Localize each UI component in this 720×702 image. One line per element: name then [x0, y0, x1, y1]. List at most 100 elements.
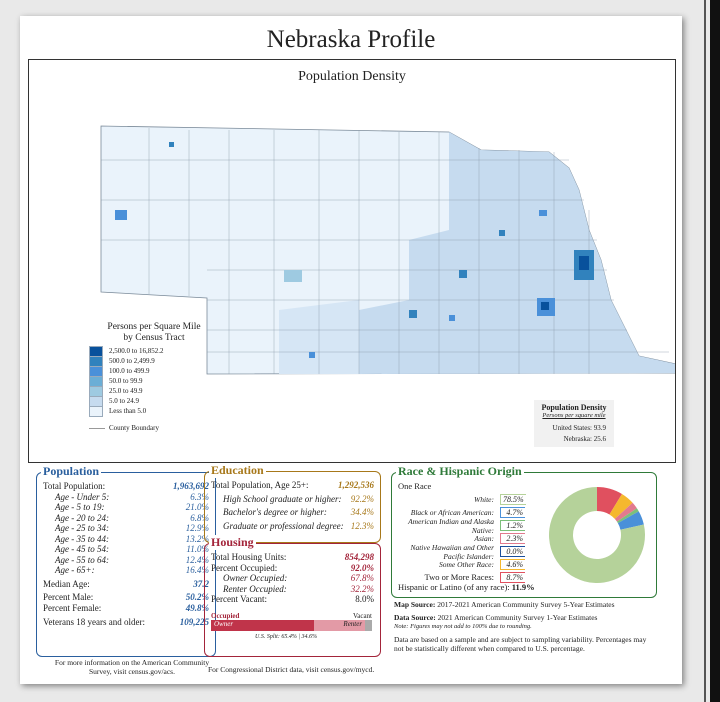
legend-label: 500.0 to 2,499.9: [109, 357, 155, 365]
owner-row: Owner Occupied: 67.8%: [223, 573, 374, 583]
nebraska-map: [100, 125, 675, 375]
legend-item: 100.0 to 499.9: [89, 365, 219, 377]
bar-vacant-label: Vacant: [352, 612, 372, 620]
legend-item: 2,500.0 to 16,852.2: [89, 345, 219, 357]
page-edge-line: [704, 0, 706, 702]
race-row: Black or African American: 4.7%: [410, 507, 525, 518]
donut-slice: [549, 487, 645, 583]
education-panel: Education Total Population, Age 25+: 1,29…: [204, 463, 381, 543]
population-row: Age - 45 to 54: 11.0%: [55, 544, 209, 554]
map-frame: Population Density: [28, 59, 676, 463]
legend-label: 25.0 to 49.9: [109, 387, 143, 395]
donut-slice: [614, 502, 637, 522]
race-row: American Indian and Alaska Native: 1.2%: [408, 516, 525, 535]
disclaimer: Data are based on a sample and are subje…: [394, 635, 647, 653]
population-row: Age - 35 to 44: 13.2%: [55, 533, 209, 544]
race-value: 78.5%: [500, 494, 526, 505]
race-title: Race & Hispanic Origin: [396, 464, 524, 479]
legend-item: 500.0 to 2,499.9: [89, 355, 219, 367]
race-value: 4.7%: [500, 507, 525, 518]
page-title: Nebraska Profile: [266, 26, 436, 53]
race-row: Asian: 2.3%: [474, 533, 525, 544]
race-row: White: 78.5%: [474, 494, 526, 505]
education-row: Bachelor's degree or higher: 34.4%: [223, 507, 374, 517]
vacant-segment: [365, 620, 372, 631]
race-panel: Race & Hispanic Origin One Race White: 78…: [391, 464, 657, 598]
donut-slice: [597, 487, 622, 515]
mycd-footnote: For Congressional District data, visit c…: [208, 665, 375, 674]
one-race-label: One Race: [398, 481, 432, 491]
housing-panel: Housing Total Housing Units: 854,298 Perc…: [204, 535, 381, 657]
population-row: Age - 55 to 64: 12.4%: [55, 554, 209, 565]
donut-slice: [616, 508, 639, 524]
county-boundary-label: County Boundary: [109, 424, 159, 432]
education-row: High School graduate or higher: 92.2%: [223, 493, 374, 504]
data-source: Data Source: 2021 American Community Sur…: [394, 613, 598, 622]
legend-label: 100.0 to 499.9: [109, 367, 150, 375]
density-box-subtitle: Persons per square mile: [542, 412, 606, 419]
owner-segment: Owner: [211, 620, 315, 631]
population-title: Population: [41, 464, 102, 479]
data-note: Note: Figures may not add to 100% due to…: [394, 623, 532, 630]
density-box-title: Population Density: [541, 403, 607, 412]
county-boundary-line: [89, 427, 105, 429]
legend-label: 50.0 to 99.9: [109, 377, 143, 385]
education-rows: High School graduate or higher: 92.2% Bach…: [211, 494, 374, 532]
profile-sheet: Nebraska Profile Population Density: [20, 16, 682, 684]
legend-label: 5.0 to 24.9: [109, 397, 139, 405]
density-ne: Nebraska: 25.6: [563, 435, 606, 443]
renter-segment: Renter: [314, 620, 366, 631]
housing-title: Housing: [209, 535, 256, 550]
legend-label: Less than 5.0: [109, 407, 147, 415]
veterans-row: Veterans 18 years and older: 109,225: [43, 617, 209, 627]
population-row: Age - Under 5: 6.3%: [55, 491, 209, 502]
legend-item: 25.0 to 49.9: [89, 385, 219, 397]
legend-item: 50.0 to 99.9: [89, 375, 219, 387]
housing-total-row: Total Housing Units: 854,298: [211, 552, 374, 562]
urban-tracts: [115, 142, 594, 358]
legend-item: 5.0 to 24.9: [89, 395, 219, 407]
acs-footnote: For more information on the American Com…: [54, 658, 210, 676]
population-row: Age - 20 to 24: 6.8%: [55, 512, 209, 523]
race-value: 4.6%: [500, 559, 525, 570]
donut-slice: [617, 511, 644, 530]
population-row: Total Population: 1,963,692: [43, 481, 209, 491]
male-row: Percent Male: 50.2%: [43, 592, 209, 602]
population-row: Age - 65+: 16.4%: [55, 565, 209, 575]
map-source: Map Source: 2017-2021 American Community…: [394, 600, 615, 609]
race-value: 0.0%: [500, 546, 525, 557]
sources: Map Source: 2017-2021 American Community…: [394, 600, 654, 653]
race-row: Two or More Races: 8.7%: [424, 572, 525, 583]
us-split: U.S. Split: 65.4% | 34.6%: [255, 634, 317, 640]
page-edge-bar: [710, 0, 720, 702]
legend-swatch: [89, 405, 103, 417]
population-row: Age - 25 to 34: 12.9%: [55, 523, 209, 533]
hispanic-row: Hispanic or Latino (of any race): 11.9%: [398, 582, 535, 592]
donut-slice: [609, 493, 633, 519]
bar-occupied-label: Occupied: [211, 612, 240, 620]
east-region: [359, 132, 675, 374]
population-panel: Population Total Population: 1,963,692 Age…: [36, 464, 216, 657]
population-rows: Total Population: 1,963,692 Age - Under 5:…: [37, 473, 215, 576]
edu-total-row: Total Population, Age 25+: 1,292,536: [211, 480, 374, 490]
map-legend: Persons per Square Mile by Census Tract …: [89, 322, 219, 432]
housing-bar: Owner Renter: [211, 620, 372, 631]
race-row: Some Other Race: 4.6%: [439, 559, 525, 570]
map-title: Population Density: [298, 69, 406, 84]
legend-title: Persons per Square Mile by Census Tract: [107, 322, 201, 343]
legend-item: Less than 5.0: [89, 405, 219, 417]
occupied-row: Percent Occupied: 92.0%: [211, 562, 374, 573]
race-donut-chart: [549, 487, 645, 583]
education-row: Graduate or professional degree: 12.3%: [223, 520, 374, 531]
race-value: 1.2%: [500, 520, 525, 531]
density-us: United States: 93.9: [552, 424, 606, 432]
renter-row: Renter Occupied: 32.2%: [223, 583, 374, 594]
median-age-row: Median Age: 37.2: [43, 578, 209, 589]
county-boundary-key: County Boundary: [89, 424, 219, 432]
vacant-row: Percent Vacant: 8.0%: [211, 594, 374, 604]
race-row: Native Hawaiian and Other Pacific Island…: [410, 542, 525, 561]
population-row: Age - 5 to 19: 21.0%: [55, 502, 209, 512]
legend-label: 2,500.0 to 16,852.2: [109, 347, 164, 355]
legend-rows: 2,500.0 to 16,852.2 500.0 to 2,499.9 100.0…: [89, 345, 219, 417]
density-comparison-box: Population Density Persons per square mi…: [534, 400, 614, 447]
